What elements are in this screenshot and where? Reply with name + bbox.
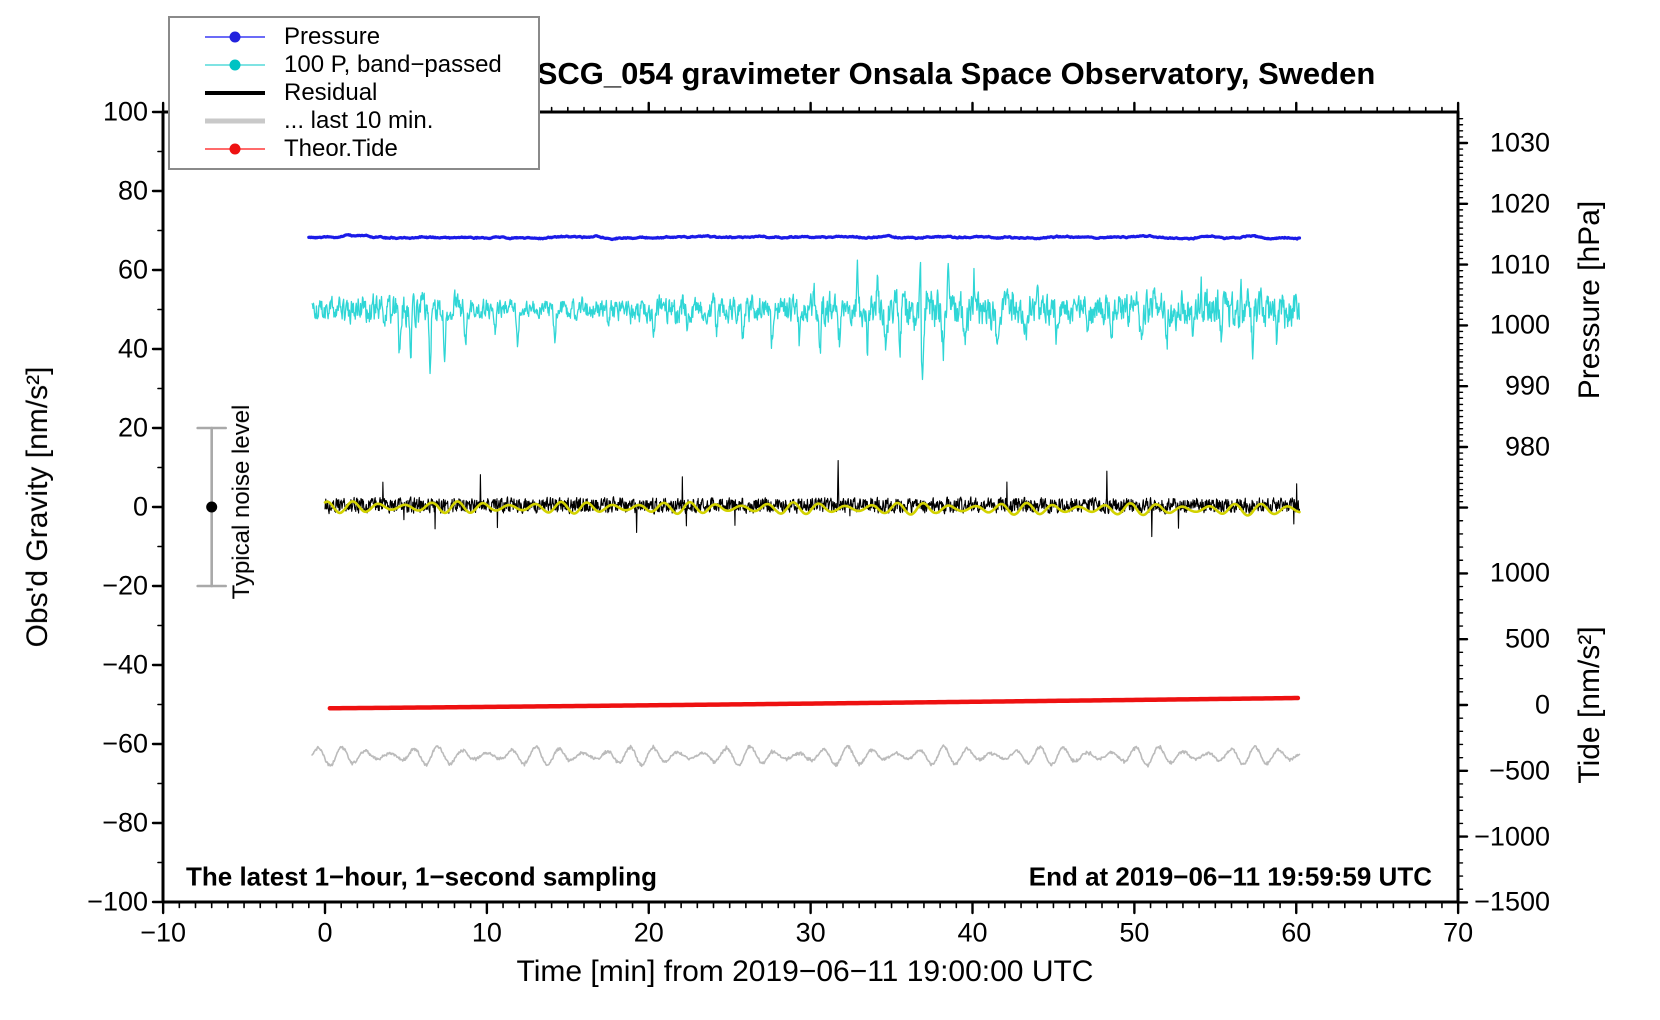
legend-dot-icon bbox=[229, 143, 241, 155]
gravity-tick-label: 0 bbox=[132, 491, 148, 522]
legend-item: Theor.Tide bbox=[170, 135, 538, 163]
gravity-tick-label: −60 bbox=[102, 728, 148, 759]
x-tick-label: −10 bbox=[140, 917, 187, 948]
legend-line-sample-icon bbox=[205, 23, 265, 51]
y-axis-title-pressure: Pressure [hPa] bbox=[1573, 200, 1606, 400]
legend-line-sample-icon bbox=[205, 51, 265, 79]
legend-label: Residual bbox=[284, 79, 378, 106]
tide-tick-label: 1000 bbox=[1489, 557, 1550, 588]
x-tick-label: 0 bbox=[317, 917, 333, 948]
gravity-tick-label: 20 bbox=[117, 412, 148, 443]
legend-item: Pressure bbox=[170, 23, 538, 51]
pressure-tick-label: 1000 bbox=[1489, 309, 1550, 340]
annotation-end-time: End at 2019−06−11 19:59:59 UTC bbox=[1028, 861, 1432, 892]
gravity-tick-label: 100 bbox=[102, 96, 148, 127]
legend-label: Theor.Tide bbox=[284, 135, 398, 162]
pressure-tick-label: 1020 bbox=[1489, 188, 1550, 219]
pressure-tick-label: 980 bbox=[1504, 431, 1550, 462]
legend-dot-icon bbox=[229, 59, 241, 71]
pressure-tick-label: 1030 bbox=[1489, 127, 1550, 158]
tide-tick-label: −1500 bbox=[1474, 886, 1550, 917]
gravity-tick-label: −100 bbox=[87, 886, 148, 917]
x-tick-label: 50 bbox=[1119, 917, 1150, 948]
tide-tick-label: 0 bbox=[1534, 689, 1550, 720]
y-axis-title-tide: Tide [nm/s²] bbox=[1573, 626, 1606, 784]
legend-item: 100 P, band−passed bbox=[170, 51, 538, 79]
x-tick-label: 30 bbox=[795, 917, 826, 948]
legend-line-sample-icon bbox=[205, 107, 265, 135]
tide-tick-label: 500 bbox=[1504, 623, 1550, 654]
legend-dot-icon bbox=[229, 31, 241, 43]
legend-label: Pressure bbox=[284, 23, 381, 50]
x-tick-label: 10 bbox=[471, 917, 502, 948]
legend-item: Residual bbox=[170, 79, 538, 107]
gravity-tick-label: 40 bbox=[117, 333, 148, 364]
gravity-tick-label: −40 bbox=[102, 649, 148, 680]
gravity-tick-label: 80 bbox=[117, 175, 148, 206]
x-axis-title: Time [min] from 2019−06−11 19:00:00 UTC bbox=[516, 955, 1094, 988]
legend-item: ... last 10 min. bbox=[170, 107, 538, 135]
legend-line-sample-icon bbox=[205, 79, 265, 107]
gravity-tick-label: 60 bbox=[117, 254, 148, 285]
legend-box: Pressure 100 P, band−passed Residual... la… bbox=[168, 16, 540, 170]
noise-level-label: Typical noise level bbox=[228, 404, 255, 600]
y-axis-title-gravity: Obs'd Gravity [nm/s²] bbox=[21, 366, 54, 648]
x-tick-label: 40 bbox=[957, 917, 988, 948]
legend-label: ... last 10 min. bbox=[284, 107, 434, 134]
gravity-tick-label: −80 bbox=[102, 807, 148, 838]
pressure-tick-label: 990 bbox=[1504, 370, 1550, 401]
gravity-tick-label: −20 bbox=[102, 570, 148, 601]
tide-tick-label: −1000 bbox=[1474, 821, 1550, 852]
x-tick-label: 70 bbox=[1443, 917, 1474, 948]
x-tick-label: 60 bbox=[1281, 917, 1312, 948]
legend-line-sample-icon bbox=[205, 135, 265, 163]
x-tick-label: 20 bbox=[633, 917, 664, 948]
chart-title: SCG_054 gravimeter Onsala Space Observat… bbox=[536, 56, 1376, 91]
legend-label: 100 P, band−passed bbox=[284, 51, 502, 78]
pressure-tick-label: 1010 bbox=[1489, 249, 1550, 280]
tide-tick-label: −500 bbox=[1489, 755, 1550, 786]
annotation-sampling: The latest 1−hour, 1−second sampling bbox=[186, 861, 658, 892]
